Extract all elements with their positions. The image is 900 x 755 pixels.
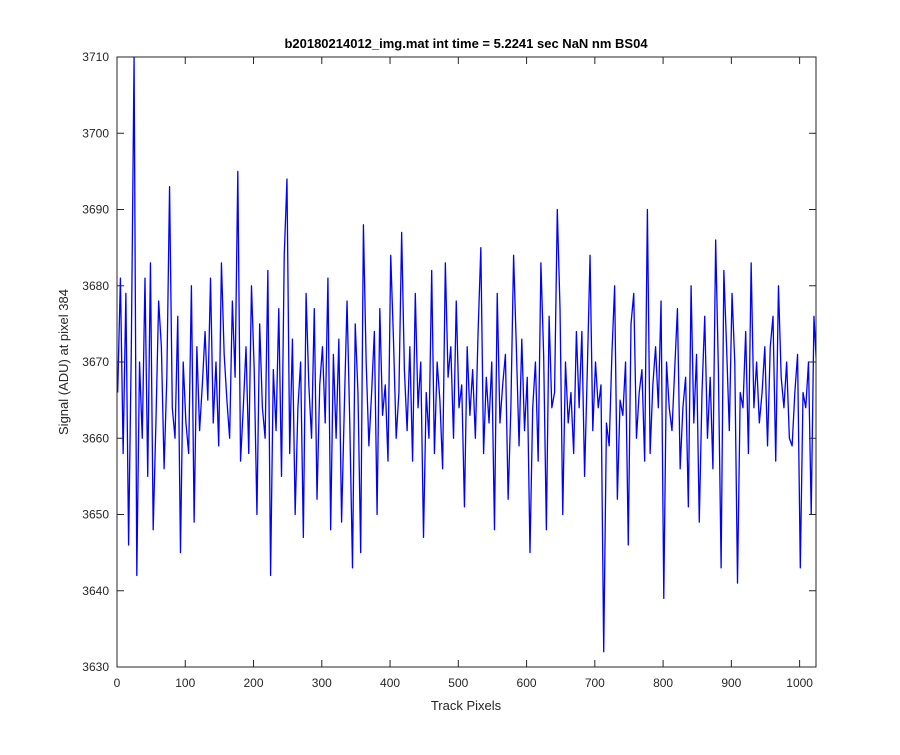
x-tick-label: 700 xyxy=(585,676,605,690)
x-tick-label: 400 xyxy=(380,676,400,690)
x-tick-label: 1000 xyxy=(786,676,813,690)
series-line-1 xyxy=(117,57,816,653)
x-tick-label: 500 xyxy=(448,676,468,690)
y-tick-label: 3690 xyxy=(82,203,109,217)
axes-layer: 0 100 200 300 400 500 600 700 800 900 1000 3630 3640… xyxy=(82,50,817,690)
x-tick-label: 200 xyxy=(244,676,264,690)
plot-layer xyxy=(117,57,816,653)
x-tick-label: 600 xyxy=(517,676,537,690)
x-tick-label: 0 xyxy=(114,676,121,690)
chart-title: b20180214012_img.mat int time = 5.2241 s… xyxy=(284,36,648,51)
y-tick-label: 3660 xyxy=(82,431,109,445)
y-tick-label: 3670 xyxy=(82,355,109,369)
y-tick-label: 3700 xyxy=(82,126,109,140)
x-tick-label: 900 xyxy=(721,676,741,690)
y-tick-label: 3640 xyxy=(82,584,109,598)
y-tick-label: 3710 xyxy=(82,50,109,64)
x-axis-label: Track Pixels xyxy=(431,698,502,713)
x-tick-label: 100 xyxy=(175,676,195,690)
y-tick-label: 3630 xyxy=(82,660,109,674)
y-tick-label: 3680 xyxy=(82,279,109,293)
x-tick-label: 300 xyxy=(312,676,332,690)
x-tick-label: 800 xyxy=(653,676,673,690)
y-tick-label: 3650 xyxy=(82,508,109,522)
y-axis-label: Signal (ADU) at pixel 384 xyxy=(56,289,71,435)
